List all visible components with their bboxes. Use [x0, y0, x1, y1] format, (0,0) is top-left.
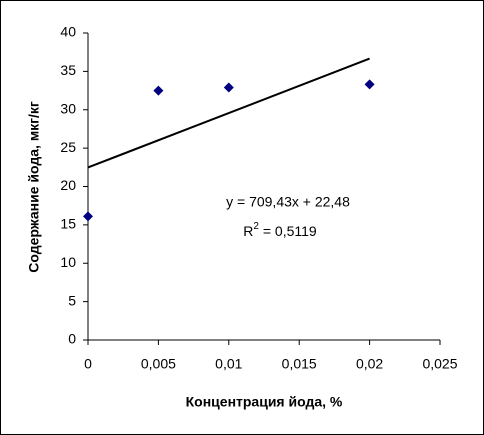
x-axis-title: Концентрация йода, %	[186, 394, 343, 410]
point	[223, 82, 234, 93]
x-tick-label: 0,005	[141, 356, 176, 372]
point	[153, 85, 164, 96]
y-tick-label: 40	[60, 24, 76, 40]
y-tick-label: 0	[68, 331, 76, 347]
x-tick-label: 0,02	[356, 356, 383, 372]
x-tick-label: 0	[84, 356, 92, 372]
point	[364, 79, 375, 90]
y-tick-label: 25	[60, 139, 76, 155]
equation: y = 709,43x + 22,48	[226, 194, 350, 210]
x-tick-label: 0,015	[282, 356, 317, 372]
r-rest: = 0,5119	[259, 223, 317, 239]
y-tick-label: 10	[60, 254, 76, 270]
r-sup: 2	[253, 221, 259, 232]
x-tick-label: 0,025	[422, 356, 457, 372]
point	[83, 211, 93, 222]
y-tick-label: 30	[60, 100, 76, 116]
r-squared: R2 = 0,5119	[243, 221, 317, 239]
y-tick-label: 5	[68, 292, 76, 308]
y-tick-label: 20	[60, 177, 76, 193]
y-axis-title: Содержание йода, мкг/кг	[26, 101, 42, 273]
y-tick-label: 35	[60, 62, 76, 78]
y-tick-label: 15	[60, 216, 76, 232]
r-base: R	[243, 223, 253, 239]
trendline	[87, 57, 370, 169]
x-tick-label: 0,01	[215, 356, 242, 372]
